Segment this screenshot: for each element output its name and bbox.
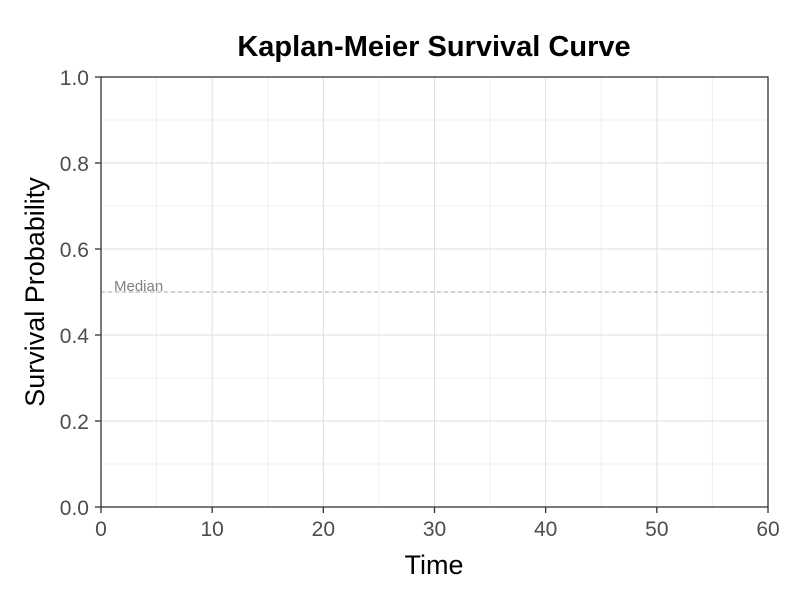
x-tick-label: 0 bbox=[95, 518, 107, 541]
x-tick-label: 50 bbox=[645, 518, 668, 541]
y-tick-label: 0.0 bbox=[60, 497, 89, 520]
chart-title: Kaplan-Meier Survival Curve bbox=[237, 31, 630, 63]
x-tick-label: 10 bbox=[200, 518, 223, 541]
x-tick-label: 30 bbox=[423, 518, 446, 541]
y-tick-label: 0.2 bbox=[60, 411, 89, 434]
x-tick-label: 60 bbox=[756, 518, 779, 541]
y-axis: 0.0 0.2 0.4 0.6 0.8 1.0 bbox=[60, 67, 101, 520]
y-tick-label: 1.0 bbox=[60, 67, 89, 90]
x-tick-label: 20 bbox=[312, 518, 335, 541]
y-axis-title: Survival Probability bbox=[20, 177, 50, 407]
reference-lines: Median bbox=[101, 278, 768, 295]
y-tick-label: 0.4 bbox=[60, 325, 90, 348]
x-axis: 0 10 20 30 40 50 60 bbox=[95, 507, 780, 541]
x-tick-label: 40 bbox=[534, 518, 557, 541]
x-axis-title: Time bbox=[405, 550, 464, 580]
y-tick-label: 0.8 bbox=[60, 153, 89, 176]
y-tick-label: 0.6 bbox=[60, 239, 89, 262]
median-label: Median bbox=[114, 278, 163, 295]
